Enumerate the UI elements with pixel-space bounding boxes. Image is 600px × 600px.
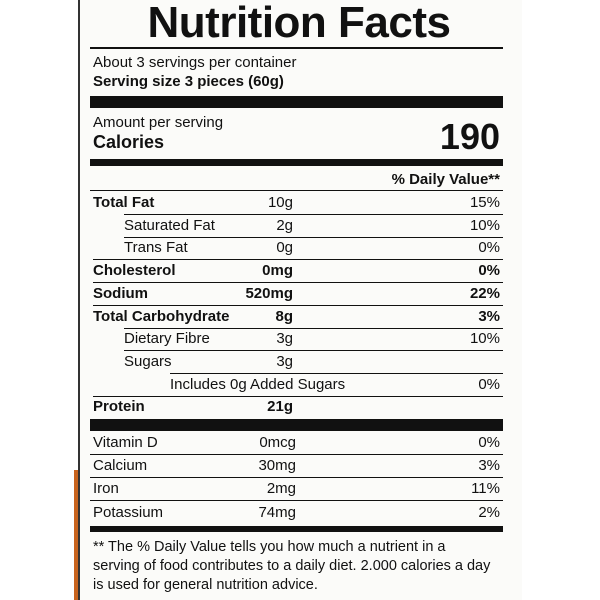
nutrient-name: Total Carbohydrate bbox=[93, 307, 230, 325]
daily-value: 11% bbox=[471, 480, 500, 498]
daily-value: 0% bbox=[478, 434, 500, 451]
package-edge bbox=[74, 470, 78, 600]
nutrient-name: Dietary Fibre bbox=[124, 330, 210, 348]
row-rule bbox=[93, 395, 503, 397]
nutrient-name: Includes 0g Added Sugars bbox=[170, 375, 346, 393]
nutrient-amount: 74mg bbox=[258, 503, 296, 521]
daily-value: 22% bbox=[469, 284, 500, 302]
daily-value: 3% bbox=[478, 307, 500, 325]
calories-label: Calories bbox=[93, 132, 165, 152]
thick-rule bbox=[90, 96, 503, 108]
serving-size: Serving size 3 pieces (60g) bbox=[93, 73, 284, 90]
row-rule bbox=[93, 282, 503, 284]
nutrient-amount: 0mcg bbox=[259, 434, 296, 451]
nutrient-amount: 3g bbox=[276, 330, 293, 348]
daily-value: 15% bbox=[469, 194, 500, 211]
daily-value: 0% bbox=[478, 375, 500, 393]
row-rule bbox=[90, 477, 503, 479]
footnote: ** The % Daily Value tells you how much … bbox=[93, 539, 491, 593]
nutrient-amount: 3g bbox=[276, 352, 293, 370]
nutrient-name: Calcium bbox=[93, 457, 148, 475]
daily-value: 3% bbox=[478, 457, 500, 475]
daily-value: 10% bbox=[469, 330, 500, 348]
nutrient-name: Protein bbox=[93, 398, 145, 416]
nutrient-name: Vitamin D bbox=[93, 434, 158, 451]
nutrient-amount: 30mg bbox=[258, 457, 296, 475]
daily-value: 10% bbox=[469, 216, 500, 234]
medium-rule bbox=[90, 159, 503, 166]
nutrient-amount: 2g bbox=[276, 216, 293, 234]
nutrient-amount: 8g bbox=[275, 307, 293, 325]
row-rule bbox=[93, 304, 503, 306]
rule bbox=[90, 190, 503, 191]
daily-value: 0% bbox=[478, 239, 500, 257]
title: Nutrition Facts bbox=[147, 0, 451, 47]
nutrient-name: Iron bbox=[93, 480, 119, 498]
nutrient-name: Saturated Fat bbox=[124, 216, 215, 234]
row-rule bbox=[124, 327, 503, 329]
thick-rule bbox=[90, 419, 503, 431]
nutrient-amount: 2mg bbox=[266, 480, 296, 498]
nutrient-amount: 0mg bbox=[262, 262, 293, 280]
calories-value: 190 bbox=[439, 116, 500, 157]
amount-per-serving: Amount per serving bbox=[93, 114, 224, 131]
nutrient-name: Potassium bbox=[93, 503, 164, 521]
daily-value-header: % Daily Value** bbox=[391, 171, 500, 188]
row-rule bbox=[93, 259, 503, 261]
nutrient-amount: 0g bbox=[276, 239, 293, 257]
nutrient-name: Sugars bbox=[124, 352, 172, 370]
daily-value: 2% bbox=[478, 503, 500, 521]
nutrient-amount: 520mg bbox=[245, 284, 293, 302]
nutrient-amount: 21g bbox=[267, 398, 293, 416]
nutrient-amount: 10g bbox=[267, 194, 293, 211]
row-rule bbox=[124, 214, 503, 215]
row-rule bbox=[170, 372, 503, 374]
servings: About 3 servings per container bbox=[93, 54, 297, 71]
medium-rule bbox=[90, 526, 503, 532]
row-rule bbox=[90, 500, 503, 502]
row-rule bbox=[124, 350, 503, 352]
nutrient-name: Sodium bbox=[93, 284, 148, 302]
rule bbox=[90, 47, 503, 49]
row-rule bbox=[124, 236, 503, 238]
nutrient-name: Trans Fat bbox=[124, 239, 188, 257]
nutrient-name: Total Fat bbox=[93, 194, 155, 211]
nutrient-name: Cholesterol bbox=[93, 262, 176, 280]
row-rule bbox=[90, 454, 503, 455]
daily-value: 0% bbox=[478, 262, 500, 280]
